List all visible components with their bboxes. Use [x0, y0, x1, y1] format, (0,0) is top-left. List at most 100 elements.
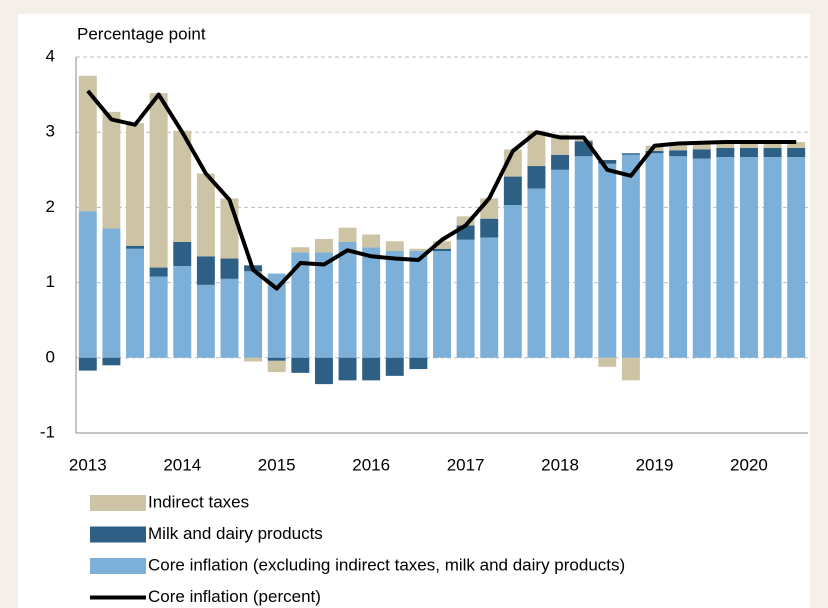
bar-segment [621, 153, 640, 155]
bar-segment [149, 276, 168, 358]
y-tick-label: 1 [46, 272, 55, 291]
bar-segment [362, 234, 381, 248]
bar-segment [763, 147, 782, 158]
bar-segment [149, 267, 168, 277]
bar-segment [362, 357, 381, 381]
bar-segment [126, 248, 145, 358]
bar-segment [196, 284, 215, 358]
bar-segment [433, 241, 451, 249]
bar-segment [385, 357, 404, 376]
bar-segment [716, 141, 735, 148]
bar-segment [409, 248, 428, 252]
legend-swatch [90, 526, 146, 543]
bar-segment [244, 357, 263, 362]
bar-segment [220, 258, 239, 279]
y-tick-label: 2 [46, 197, 55, 216]
bar-segment [126, 123, 145, 246]
bar-segment [692, 158, 711, 358]
bar-segment [196, 173, 215, 257]
bar-segment [314, 238, 333, 253]
bar-segment [409, 357, 428, 370]
x-tick-label: 2018 [541, 455, 579, 474]
bar-segment [456, 216, 475, 226]
bar-segment [598, 160, 617, 164]
bar-segment [433, 248, 451, 252]
bar-segment [126, 245, 145, 249]
bar-segment [78, 357, 97, 371]
bar-segment [338, 227, 357, 242]
x-tick-label: 2019 [636, 455, 674, 474]
bar-segment [598, 163, 617, 358]
bar-segment [551, 134, 570, 155]
bar-segment [527, 130, 546, 167]
bar-segment [267, 357, 286, 361]
bar-segment [574, 156, 593, 358]
bar-segment [645, 153, 664, 358]
legend-label: Core inflation (excluding indirect taxes… [148, 555, 625, 574]
bar-segment [314, 357, 333, 385]
bar-segment [669, 150, 688, 157]
bar-segment [480, 218, 499, 238]
bar-segment [551, 169, 570, 358]
bar-segment [291, 247, 310, 253]
bar-segment [338, 357, 357, 381]
bar-segment [669, 156, 688, 358]
x-tick-label: 2020 [730, 455, 768, 474]
bar-segment [149, 93, 168, 268]
y-tick-label: 0 [46, 347, 55, 366]
bar-segment [739, 141, 758, 148]
bar-segment [78, 211, 97, 358]
legend-swatch [90, 558, 146, 574]
bar-segment [739, 147, 758, 158]
legend-label: Indirect taxes [148, 492, 249, 511]
bar-segment [102, 228, 121, 358]
bar-segment [621, 154, 640, 358]
bar-segment [527, 166, 546, 189]
bar-segment [244, 271, 263, 358]
bar-segment [291, 357, 310, 373]
legend-label: Milk and dairy products [148, 524, 323, 543]
bar-segment [716, 157, 735, 358]
bar-segment [692, 143, 711, 150]
bar-segment [503, 176, 522, 206]
bar-segment [196, 256, 215, 285]
legend-swatch [90, 495, 146, 511]
bar-segment [173, 266, 192, 358]
bar-segment [220, 278, 239, 358]
y-tick-label: 3 [46, 122, 55, 141]
bar-segment [385, 251, 404, 358]
line [86, 89, 797, 291]
bar-segment [716, 147, 735, 158]
bar-segment [220, 198, 239, 259]
bar-segment [669, 144, 688, 151]
bar-segment [338, 241, 357, 358]
bar-segment [480, 237, 499, 358]
bar-segment [503, 205, 522, 358]
bar-segment [763, 141, 782, 148]
y-tick-label: 4 [46, 46, 55, 65]
bar-segment [692, 149, 711, 159]
bar-segment [78, 75, 97, 212]
x-tick-label: 2014 [163, 455, 201, 474]
bar-segment [621, 357, 640, 381]
x-tick-label: 2017 [447, 455, 485, 474]
y-axis-label: Percentage point [77, 24, 206, 43]
legend-label: Core inflation (percent) [148, 587, 321, 606]
bar-segment [551, 154, 570, 170]
bar-segment [173, 241, 192, 267]
x-tick-label: 2015 [258, 455, 296, 474]
bar-segment [787, 147, 806, 158]
bar-segment [739, 157, 758, 358]
bar-segment [787, 157, 806, 358]
bar-segment [362, 247, 381, 358]
bar-segment [456, 239, 475, 358]
bar-segment [267, 273, 286, 358]
bar-segment [102, 111, 121, 229]
bar-segment [645, 151, 664, 154]
bar-segment [527, 188, 546, 358]
bar-segment [409, 251, 428, 358]
bar-segment [433, 251, 451, 358]
bar-segment [385, 241, 404, 252]
bar-segment [598, 357, 617, 367]
